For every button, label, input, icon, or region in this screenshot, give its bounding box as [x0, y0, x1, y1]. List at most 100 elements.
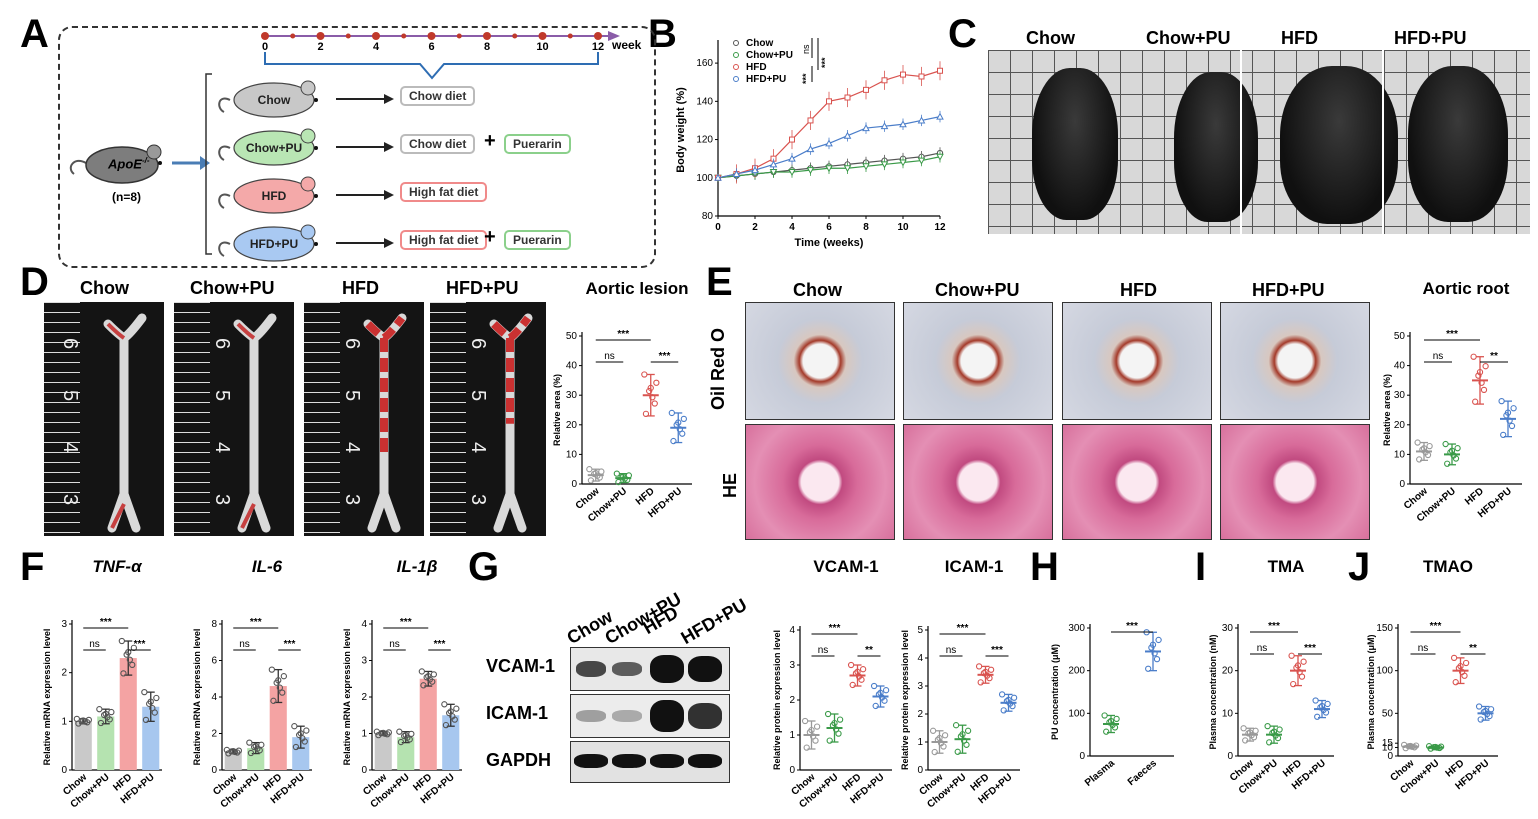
timeline-tick-label: 6 [428, 41, 434, 53]
point-0 [373, 728, 380, 735]
aorta-lesion [106, 322, 126, 529]
point-1 [396, 728, 403, 735]
point-0 [936, 734, 943, 742]
mouse-eye [314, 146, 318, 150]
point-0 [1240, 725, 1247, 732]
point-0 [1422, 449, 1429, 456]
point-3 [1006, 700, 1014, 707]
apoe-n: (n=8) [112, 190, 142, 204]
point-1 [1270, 728, 1278, 735]
sig-label: ** [865, 645, 873, 656]
sig-label: ** [1490, 351, 1498, 362]
panel-label-e: E [706, 260, 733, 304]
y-tick-label: 4 [917, 653, 923, 664]
y-tick-label: 20 [566, 420, 578, 431]
series-point-3 [732, 169, 741, 177]
point-3 [675, 419, 682, 426]
point-2 [649, 394, 656, 401]
point-1 [1276, 726, 1283, 733]
point-1 [960, 737, 968, 744]
chart-title: Aortic lesion [586, 279, 689, 298]
sig-label: ns [818, 645, 829, 656]
point-1 [959, 731, 966, 738]
timeline-dot [290, 33, 296, 39]
point-3 [291, 723, 298, 730]
point-2 [987, 666, 995, 673]
bar-3 [292, 737, 310, 770]
panel-a-frame [58, 26, 656, 268]
aorta-label-3: HFD+PU [446, 278, 519, 298]
point-2 [1458, 668, 1466, 676]
x-tick-label: Plasma [1083, 758, 1117, 789]
point-2 [1472, 398, 1479, 405]
point-3 [1506, 417, 1513, 424]
aorta-lesion [491, 315, 532, 424]
point-1 [1444, 460, 1451, 467]
mouse-ear [300, 128, 316, 144]
oil-red-image-2 [1062, 302, 1212, 420]
y-tick-label: 10 [1222, 708, 1234, 719]
point-2 [118, 637, 125, 645]
point-0 [1414, 439, 1421, 446]
band-gapdh-1 [574, 754, 608, 768]
point-2 [854, 668, 861, 675]
point-1 [96, 706, 103, 713]
point-1 [832, 726, 840, 733]
plus-sign: + [484, 130, 496, 152]
point-3 [1510, 405, 1517, 412]
oil-red-image-0 [745, 302, 895, 420]
y-tick-label: 5 [917, 625, 923, 636]
y-tick-label: 1 [917, 737, 923, 748]
band-gapdh-2 [612, 754, 646, 768]
point-2 [1288, 652, 1295, 659]
y-tick-label: 150 [1376, 623, 1393, 634]
point-3 [1498, 397, 1505, 405]
y-tick-label: 300 [1068, 623, 1085, 634]
panel-label-f: F [20, 545, 45, 589]
y-tick-label: 0 [61, 765, 67, 776]
sig-label: ns [239, 639, 250, 650]
sig-label: *** [820, 57, 830, 68]
series-point-3 [714, 173, 722, 181]
aorta-vessel [233, 313, 277, 533]
y-tick-label: 100 [1068, 708, 1085, 719]
timeline-unit: week [612, 38, 642, 52]
band-gapdh-4 [688, 754, 722, 768]
y-tick-label: 0 [1387, 751, 1393, 762]
point-1 [402, 732, 409, 739]
timeline-tick-label: 0 [262, 41, 268, 53]
point-3 [882, 687, 890, 694]
y-tick-label: 8 [211, 619, 217, 630]
point-2 [279, 689, 286, 696]
y-tick-label: 10 [1394, 449, 1406, 460]
legend-marker-3 [733, 76, 739, 82]
point-0 [1400, 741, 1408, 749]
bar-1 [247, 748, 265, 770]
y-tick-label: 200 [1068, 666, 1085, 677]
point-3 [446, 709, 453, 717]
point-2 [1480, 386, 1488, 394]
series-point-1 [899, 159, 907, 167]
point-0 [1407, 742, 1414, 750]
x-tick-label: HFD [634, 486, 657, 508]
point-1 [1454, 445, 1461, 452]
point-2 [859, 666, 867, 673]
point-2 [852, 670, 860, 677]
y-axis-label: Relative mRNA expression level [342, 629, 352, 766]
point-0 [931, 748, 938, 756]
y-tick-label: 30 [566, 390, 578, 401]
aorta-lesion [236, 322, 256, 529]
point-1 [1425, 743, 1433, 750]
timeline-tick-label: 8 [484, 41, 490, 53]
point-3 [153, 694, 160, 702]
band-vcam-hfd [650, 655, 684, 683]
ruler [304, 302, 340, 536]
point-1 [1264, 722, 1271, 730]
y-axis-label: Relative protein expression level [772, 630, 782, 770]
sig-label: *** [829, 623, 841, 634]
y-tick-label: 30 [1394, 390, 1406, 401]
point-1 [1266, 739, 1273, 746]
point-3 [1508, 422, 1516, 430]
timeline-dot [538, 32, 547, 40]
point-3 [442, 721, 450, 729]
